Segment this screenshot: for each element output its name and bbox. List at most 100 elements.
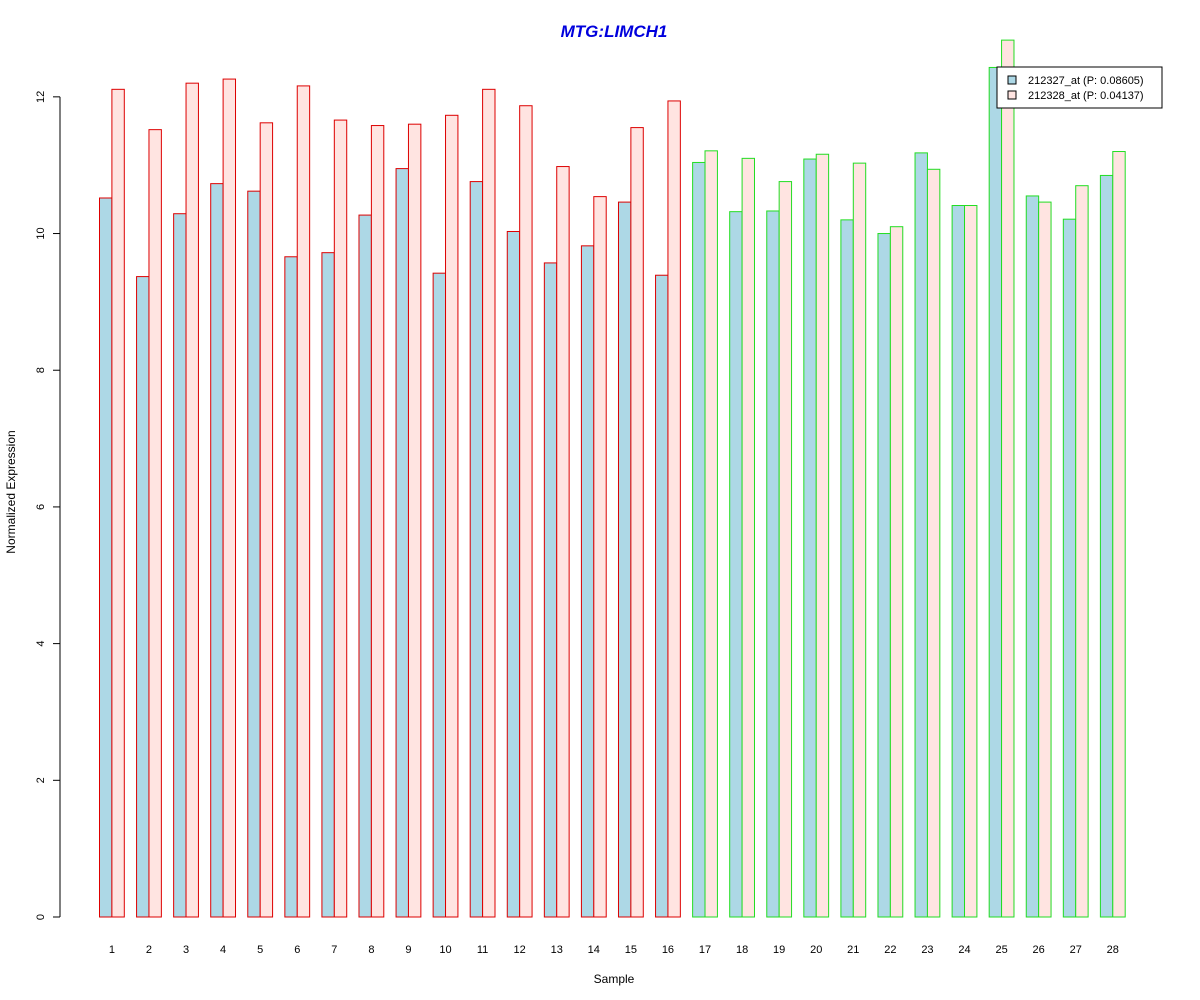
bar-sample-5-series-2	[259, 122, 274, 918]
bar-sample-25-series-1	[988, 66, 1003, 918]
bar-sample-11-series-1	[469, 181, 484, 918]
x-tick-label: 1	[109, 944, 115, 956]
x-tick-label: 3	[183, 944, 189, 956]
bar-sample-17-series-1	[692, 161, 706, 918]
bar-sample-26-series-1	[1025, 195, 1040, 918]
bar-sample-13-series-1	[543, 262, 558, 918]
x-axis-title: Sample	[594, 972, 635, 986]
x-tick-label: 23	[921, 944, 933, 956]
x-tick-label: 12	[514, 944, 526, 956]
bar-sample-23-series-2	[926, 168, 941, 918]
bar-sample-16-series-2	[667, 100, 681, 918]
bars	[99, 39, 1126, 918]
legend-label: 212327_at (P: 0.08605)	[1028, 75, 1144, 87]
bar-sample-12-series-1	[506, 230, 521, 918]
bar-sample-20-series-2	[815, 153, 830, 918]
bar-sample-8-series-2	[370, 125, 385, 918]
bar-sample-20-series-1	[803, 158, 817, 918]
bar-sample-5-series-1	[247, 190, 261, 918]
bar-sample-4-series-2	[222, 78, 237, 918]
bar-sample-28-series-1	[1099, 174, 1114, 918]
bar-sample-21-series-2	[852, 162, 867, 918]
x-tick-label: 2	[146, 944, 152, 956]
bar-sample-17-series-2	[704, 150, 718, 918]
bar-sample-22-series-1	[877, 233, 891, 918]
bar-sample-19-series-2	[778, 181, 793, 918]
bar-sample-14-series-1	[580, 245, 595, 918]
chart-title: MTG:LIMCH1	[561, 22, 668, 41]
bar-sample-27-series-1	[1062, 218, 1077, 918]
x-tick-label: 10	[439, 944, 451, 956]
x-tick-label: 9	[405, 944, 411, 956]
x-tick-label: 18	[736, 944, 748, 956]
x-tick-label: 22	[884, 944, 896, 956]
legend: 212327_at (P: 0.08605) 212328_at (P: 0.04…	[996, 66, 1163, 109]
bar-sample-1-series-2	[111, 88, 125, 918]
y-tick-label: 10	[35, 227, 47, 239]
bar-sample-18-series-2	[741, 157, 755, 918]
x-tick-label: 6	[294, 944, 300, 956]
bar-sample-4-series-1	[210, 183, 224, 918]
bar-sample-7-series-2	[333, 119, 348, 918]
legend-box	[996, 66, 1163, 109]
x-tick-label: 11	[477, 944, 488, 956]
x-tick-label: 14	[588, 944, 600, 956]
x-tick-label: 5	[257, 944, 263, 956]
bar-sample-10-series-1	[432, 272, 447, 918]
bar-sample-22-series-2	[889, 226, 904, 918]
y-axis: 0 2 4 6 8 10 12	[35, 91, 61, 920]
x-tick-label: 16	[662, 944, 674, 956]
x-tick-label: 26	[1033, 944, 1045, 956]
bar-sample-19-series-1	[766, 210, 780, 918]
bar-sample-9-series-1	[395, 168, 409, 918]
bar-sample-9-series-2	[407, 123, 422, 918]
y-axis-title: Normalized Expression	[4, 430, 18, 553]
y-tick-label: 6	[35, 504, 47, 510]
bar-sample-13-series-2	[556, 166, 570, 918]
legend-label: 212328_at (P: 0.04137)	[1028, 90, 1144, 102]
bar-sample-11-series-2	[482, 88, 496, 918]
x-tick-label: 15	[625, 944, 637, 956]
bar-sample-25-series-2	[1001, 39, 1015, 918]
bar-sample-3-series-1	[173, 213, 187, 918]
bar-sample-1-series-1	[99, 197, 113, 918]
y-tick-label: 2	[35, 777, 47, 783]
x-tick-label: 25	[995, 944, 1007, 956]
x-tick-label: 21	[847, 944, 859, 956]
bar-sample-16-series-1	[655, 274, 669, 918]
bar-sample-24-series-1	[951, 205, 966, 918]
x-tick-label: 20	[810, 944, 822, 956]
bar-sample-15-series-2	[630, 127, 644, 918]
legend-swatch	[1007, 75, 1017, 85]
x-tick-labels: 1 2 3 4 5 6 7 8 9 10 11 12 13 14 15 16 17 18 19 20 21 22 23 24 2…	[109, 944, 1119, 956]
x-tick-label: 8	[368, 944, 374, 956]
bar-sample-3-series-2	[185, 82, 199, 918]
bar-sample-26-series-2	[1038, 201, 1052, 918]
y-tick-label: 12	[35, 91, 47, 103]
bar-sample-28-series-2	[1112, 151, 1126, 918]
bar-sample-2-series-2	[148, 129, 162, 918]
bar-sample-15-series-1	[617, 201, 632, 918]
bar-sample-23-series-1	[914, 152, 928, 918]
x-tick-label: 17	[699, 944, 711, 956]
y-tick-label: 8	[35, 367, 47, 373]
bar-sample-6-series-2	[296, 85, 311, 918]
bar-sample-21-series-1	[840, 219, 854, 918]
bar-sample-14-series-2	[593, 196, 607, 918]
bar-sample-2-series-1	[136, 276, 150, 918]
bar-sample-6-series-1	[284, 256, 298, 918]
bar-sample-27-series-2	[1075, 185, 1089, 918]
bar-sample-7-series-1	[321, 252, 335, 918]
bar-sample-18-series-1	[729, 211, 743, 918]
y-tick-label: 4	[35, 641, 47, 647]
x-tick-label: 7	[331, 944, 337, 956]
y-tick-label: 0	[35, 914, 47, 920]
x-tick-label: 13	[551, 944, 563, 956]
x-tick-label: 19	[773, 944, 785, 956]
x-tick-label: 27	[1070, 944, 1082, 956]
bar-sample-12-series-2	[519, 105, 533, 918]
bar-sample-24-series-2	[964, 205, 978, 918]
bar-sample-8-series-1	[358, 214, 372, 918]
legend-swatch	[1007, 90, 1017, 100]
